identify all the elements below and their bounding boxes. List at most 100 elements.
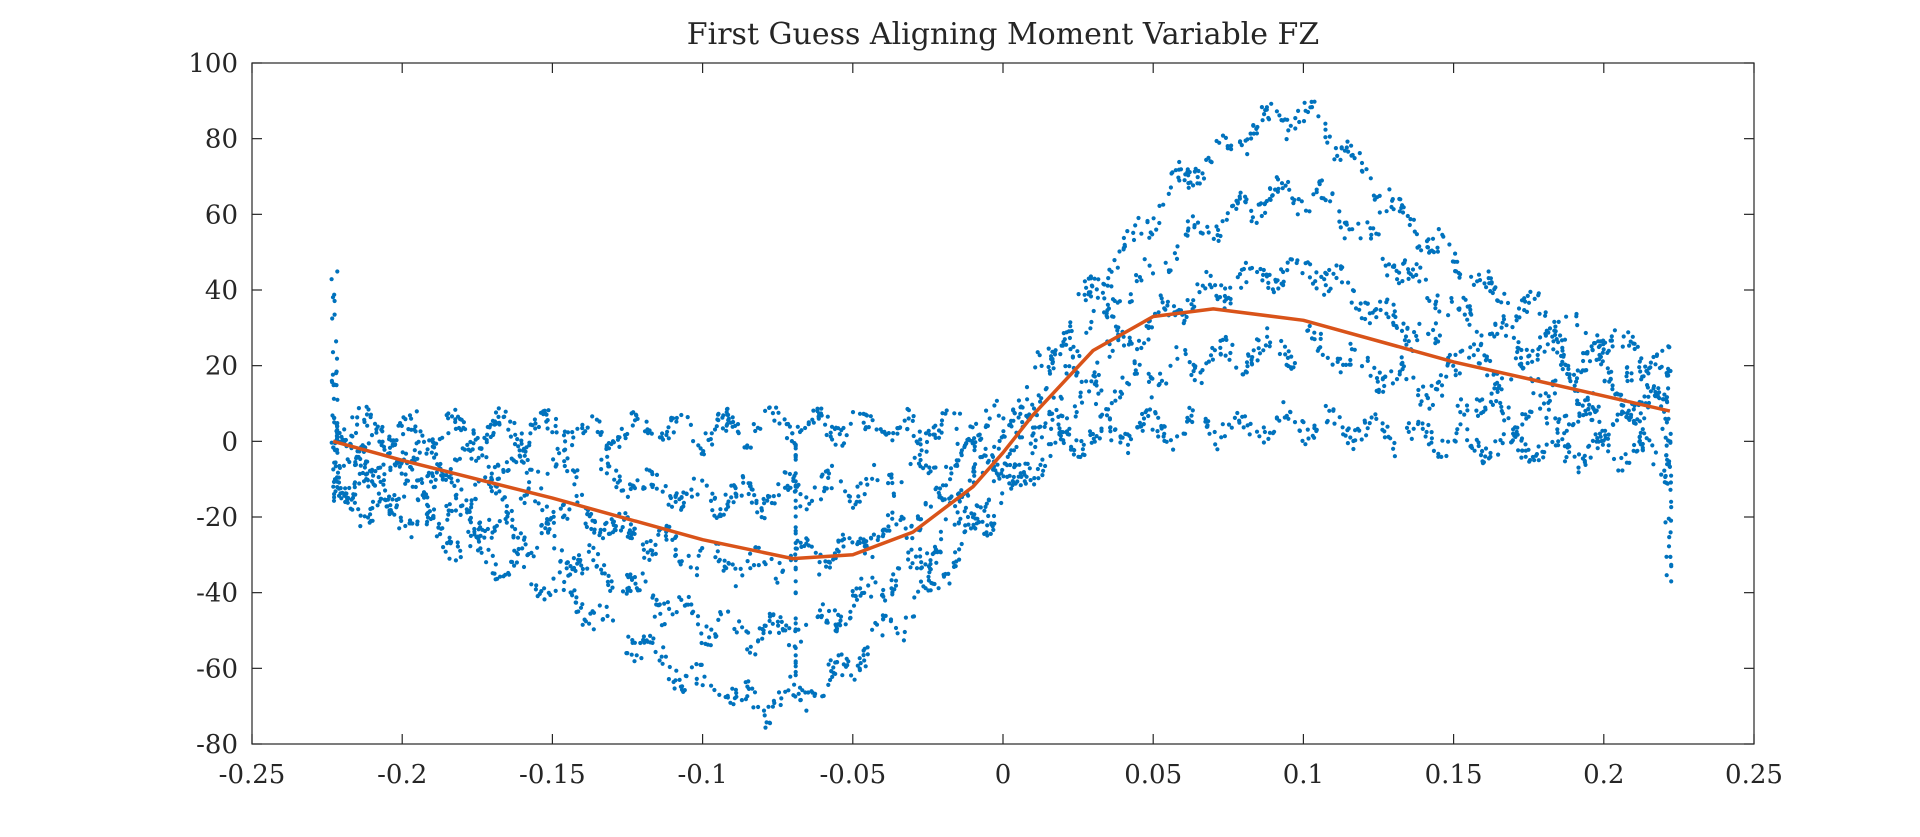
scatter-point (1168, 438, 1173, 443)
scatter-point (848, 615, 853, 621)
scatter-point (332, 292, 337, 297)
scatter-point (1229, 147, 1234, 152)
scatter-point (947, 496, 952, 501)
scatter-point (1453, 439, 1458, 444)
scatter-point (1587, 359, 1593, 364)
scatter-point (376, 475, 381, 480)
scatter-point (850, 410, 856, 415)
scatter-point (455, 540, 460, 545)
scatter-point (1580, 403, 1585, 408)
scatter-point (1662, 392, 1667, 397)
scatter-point (1371, 193, 1376, 198)
scatter-point (688, 422, 694, 427)
scatter-point (679, 505, 684, 510)
scatter-point (650, 472, 655, 477)
scatter-point (807, 501, 812, 506)
scatter-point (955, 510, 960, 515)
scatter-point (1327, 134, 1332, 139)
scatter-point (568, 564, 573, 569)
scatter-point (830, 437, 835, 442)
scatter-point (1164, 381, 1169, 386)
scatter-point (739, 493, 744, 498)
scatter-point (1346, 280, 1351, 285)
scatter-point (1546, 400, 1551, 405)
scatter-point (841, 425, 846, 431)
scatter-point (1283, 183, 1288, 188)
scatter-point (353, 430, 359, 436)
scatter-point (844, 433, 849, 438)
scatter-point (1564, 455, 1569, 460)
scatter-point (944, 408, 949, 413)
scatter-point (521, 564, 527, 570)
scatter-point (350, 507, 355, 512)
scatter-point (708, 643, 713, 648)
scatter-point (446, 416, 451, 421)
scatter-point (822, 489, 827, 494)
scatter-point (642, 555, 647, 560)
scatter-point (480, 453, 485, 458)
scatter-point (1365, 426, 1370, 431)
scatter-point (1068, 320, 1073, 325)
scatter-point (1552, 319, 1557, 324)
scatter-point (840, 532, 846, 537)
scatter-point (843, 622, 848, 627)
scatter-point (863, 664, 868, 669)
scatter-point (1254, 429, 1260, 434)
scatter-point (632, 575, 638, 580)
scatter-point (1666, 438, 1671, 443)
scatter-point (1102, 296, 1107, 301)
scatter-point (1611, 456, 1617, 462)
scatter-point (1127, 433, 1132, 438)
scatter-point (1364, 433, 1369, 438)
scatter-point (650, 595, 655, 600)
scatter-point (1556, 439, 1561, 444)
scatter-point (492, 465, 497, 470)
scatter-point (605, 613, 610, 619)
scatter-point (1605, 366, 1610, 371)
scatter-point (1069, 328, 1074, 334)
scatter-point (1012, 465, 1017, 470)
scatter-point (533, 421, 538, 426)
scatter-point (1207, 431, 1212, 436)
scatter-point (579, 492, 585, 497)
scatter-point (1669, 505, 1674, 510)
scatter-point (657, 658, 662, 663)
scatter-point (1664, 573, 1669, 578)
scatter-point (1222, 293, 1227, 299)
scatter-point (713, 632, 718, 637)
scatter-point (511, 458, 516, 463)
scatter-point (832, 608, 838, 613)
scatter-point (1501, 432, 1506, 437)
scatter-point (1500, 411, 1505, 416)
scatter-point (648, 538, 653, 544)
scatter-point (331, 396, 336, 401)
scatter-point (1090, 431, 1095, 437)
scatter-point (407, 413, 413, 418)
scatter-point (748, 566, 753, 571)
scatter-point (1471, 353, 1476, 358)
scatter-point (919, 448, 924, 453)
scatter-point (416, 478, 421, 483)
scatter-point (829, 486, 834, 491)
scatter-point (1205, 423, 1210, 428)
scatter-point (1506, 416, 1511, 421)
scatter-point (667, 606, 672, 612)
scatter-point (767, 618, 772, 624)
scatter-point (723, 492, 728, 497)
scatter-point (956, 521, 961, 526)
scatter-point (1121, 343, 1127, 348)
scatter-point (609, 579, 614, 584)
scatter-point (539, 589, 544, 594)
scatter-point (381, 478, 386, 483)
scatter-point (358, 513, 363, 518)
scatter-point (653, 551, 658, 557)
scatter-point (1378, 299, 1383, 304)
scatter-point (1139, 424, 1144, 429)
scatter-point (876, 534, 881, 540)
scatter-point (1217, 295, 1223, 300)
scatter-point (626, 585, 632, 590)
scatter-point (1446, 439, 1451, 444)
scatter-point (1646, 394, 1651, 399)
scatter-point (332, 312, 337, 317)
scatter-point (335, 470, 341, 475)
